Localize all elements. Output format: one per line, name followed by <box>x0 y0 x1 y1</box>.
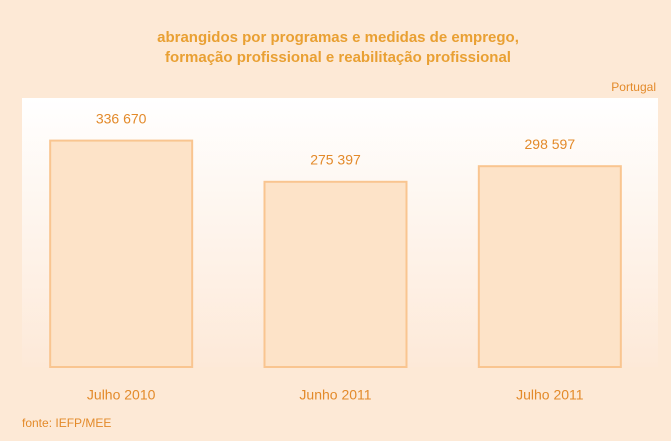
x-tick-label: Junho 2011 <box>299 387 371 403</box>
chart-title: abrangidos por programas e medidas de em… <box>157 29 519 46</box>
x-tick-label: Julho 2011 <box>516 387 584 403</box>
x-tick-label: Julho 2010 <box>87 387 156 403</box>
bar <box>477 165 622 368</box>
value-label: 275 397 <box>310 151 361 167</box>
annotation: Portugal <box>611 80 656 94</box>
source: fonte: IEFP/MEE <box>22 416 111 430</box>
chart-title: formação profissional e reabilitação pro… <box>165 49 511 66</box>
bar <box>49 139 194 368</box>
value-label: 336 670 <box>96 110 147 126</box>
bar <box>263 180 408 368</box>
value-label: 298 597 <box>525 136 576 152</box>
